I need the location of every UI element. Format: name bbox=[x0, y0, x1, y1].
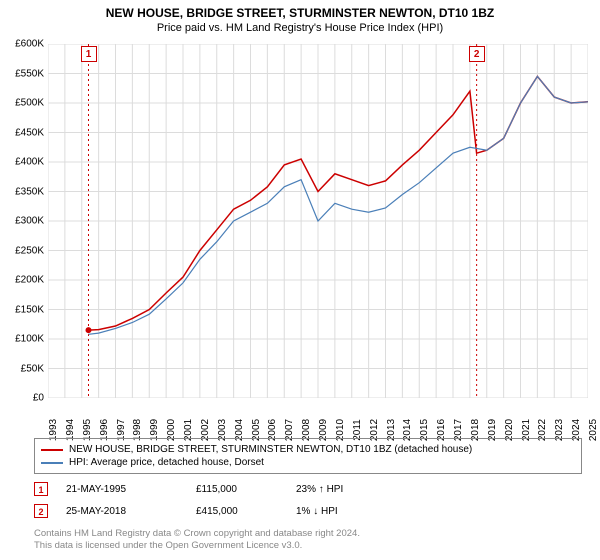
chart-marker-1: 1 bbox=[81, 46, 97, 62]
legend-swatch bbox=[41, 462, 63, 464]
chart-marker-2: 2 bbox=[469, 46, 485, 62]
y-tick-label: £500K bbox=[15, 98, 44, 109]
legend-label: HPI: Average price, detached house, Dors… bbox=[69, 457, 264, 468]
chart-title: NEW HOUSE, BRIDGE STREET, STURMINSTER NE… bbox=[0, 0, 600, 20]
legend: NEW HOUSE, BRIDGE STREET, STURMINSTER NE… bbox=[34, 438, 582, 474]
sale-price-1: £115,000 bbox=[196, 484, 296, 495]
sale-price-2: £415,000 bbox=[196, 506, 296, 517]
y-tick-label: £100K bbox=[15, 334, 44, 345]
y-tick-label: £50K bbox=[21, 363, 44, 374]
y-tick-label: £550K bbox=[15, 68, 44, 79]
footer-line-2: This data is licensed under the Open Gov… bbox=[34, 540, 360, 552]
sale-vs-hpi-2: 1% ↓ HPI bbox=[296, 506, 338, 517]
sale-marker-2: 2 bbox=[34, 504, 48, 518]
x-tick-label: 2025 bbox=[588, 419, 599, 441]
y-tick-label: £250K bbox=[15, 245, 44, 256]
legend-item: HPI: Average price, detached house, Dors… bbox=[41, 456, 575, 469]
y-tick-label: £600K bbox=[15, 39, 44, 50]
y-tick-label: £300K bbox=[15, 216, 44, 227]
y-tick-label: £150K bbox=[15, 304, 44, 315]
footer-line-1: Contains HM Land Registry data © Crown c… bbox=[34, 528, 360, 540]
y-axis: £0£50K£100K£150K£200K£250K£300K£350K£400… bbox=[0, 44, 46, 398]
chart-subtitle: Price paid vs. HM Land Registry's House … bbox=[0, 20, 600, 34]
sale-row-1: 1 21-MAY-1995 £115,000 23% ↑ HPI bbox=[34, 482, 343, 496]
sale-marker-1: 1 bbox=[34, 482, 48, 496]
chart-plot-area: 12 bbox=[48, 44, 588, 398]
y-tick-label: £0 bbox=[33, 393, 44, 404]
y-tick-label: £450K bbox=[15, 127, 44, 138]
legend-swatch bbox=[41, 449, 63, 451]
y-tick-label: £400K bbox=[15, 157, 44, 168]
sale-row-2: 2 25-MAY-2018 £415,000 1% ↓ HPI bbox=[34, 504, 338, 518]
y-tick-label: £350K bbox=[15, 186, 44, 197]
legend-item: NEW HOUSE, BRIDGE STREET, STURMINSTER NE… bbox=[41, 443, 575, 456]
x-axis: 1993199419951996199719981999200020012002… bbox=[48, 400, 588, 436]
sale-vs-hpi-1: 23% ↑ HPI bbox=[296, 484, 343, 495]
footer-attribution: Contains HM Land Registry data © Crown c… bbox=[34, 528, 360, 553]
sale-date-1: 21-MAY-1995 bbox=[66, 484, 196, 495]
legend-label: NEW HOUSE, BRIDGE STREET, STURMINSTER NE… bbox=[69, 444, 472, 455]
y-tick-label: £200K bbox=[15, 275, 44, 286]
sale-date-2: 25-MAY-2018 bbox=[66, 506, 196, 517]
